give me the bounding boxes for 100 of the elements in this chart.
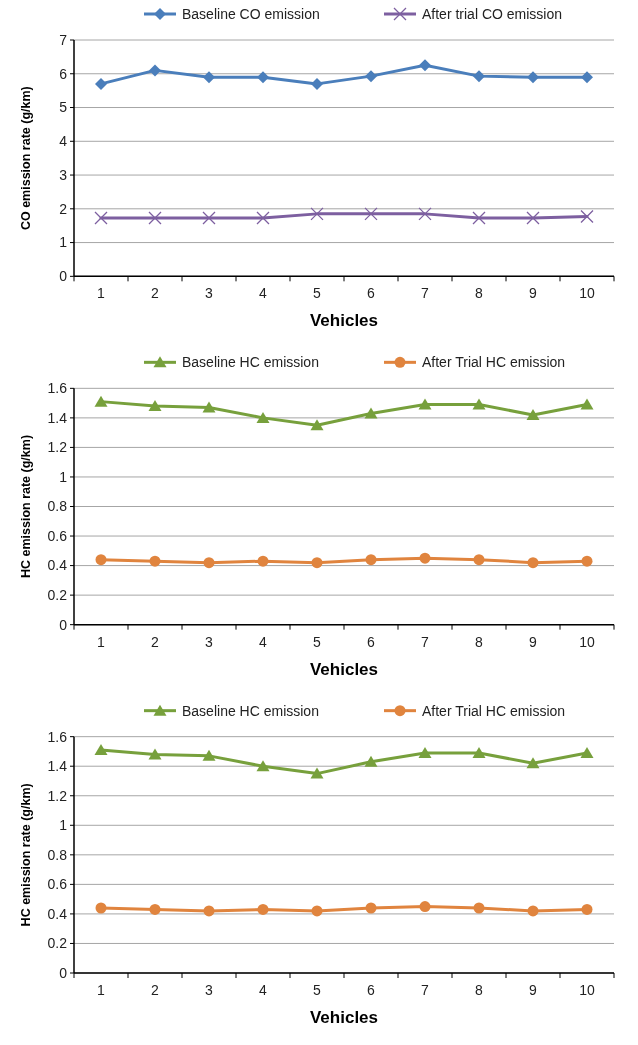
point [95, 77, 107, 90]
x-tick-label: 7 [421, 982, 430, 998]
point [472, 746, 486, 758]
point [526, 211, 540, 225]
y-tick-label: 1.2 [47, 439, 68, 456]
y-tick-label: 0.4 [47, 557, 68, 574]
y-tick-label: 1 [59, 468, 68, 485]
y-tick-label: 0.6 [47, 876, 68, 893]
point [473, 554, 485, 566]
point [202, 401, 216, 413]
point [256, 411, 270, 423]
point [149, 64, 161, 77]
y-tick-label: 0.6 [47, 527, 68, 544]
x-tick-label: 5 [313, 982, 322, 998]
x-tick-label: 10 [579, 285, 595, 302]
x-tick-label: 6 [367, 982, 376, 998]
y-tick-label: 0 [59, 268, 68, 285]
point [148, 211, 162, 225]
legend-label: After Trial HC emission [422, 702, 566, 719]
x-tick-label: 9 [529, 633, 538, 650]
y-tick-label: 1.2 [47, 787, 68, 804]
x-tick-label: 3 [205, 982, 214, 998]
y-tick-label: 1 [59, 234, 68, 251]
x-tick-label: 10 [579, 633, 595, 650]
point [310, 207, 324, 221]
y-tick-label: 0.2 [47, 935, 68, 952]
x-tick-label: 8 [475, 285, 484, 302]
point [364, 755, 378, 767]
y-tick-label: 3 [59, 166, 68, 183]
y-tick-label: 0.4 [47, 905, 68, 922]
y-tick-label: 7 [59, 31, 68, 48]
y-axis-title: HC emission rate (g/km) [19, 783, 33, 927]
y-tick-label: 0.2 [47, 587, 68, 604]
x-tick-label: 3 [205, 285, 214, 302]
point [311, 557, 323, 569]
legend-label: Baseline CO emission [182, 5, 320, 22]
y-tick-label: 0 [59, 964, 68, 981]
y-tick-label: 5 [59, 99, 68, 116]
point [148, 400, 162, 412]
point [364, 207, 378, 221]
point [473, 902, 485, 914]
point [149, 555, 161, 567]
point [257, 903, 269, 915]
point [95, 554, 107, 566]
point [94, 395, 108, 407]
point [95, 902, 107, 914]
point [472, 398, 486, 410]
x-tick-label: 2 [151, 982, 160, 998]
point [256, 760, 270, 772]
x-axis-title: Vehicles [309, 311, 379, 331]
point [365, 70, 377, 83]
point [365, 902, 377, 914]
point [203, 557, 215, 569]
y-tick-label: 1.4 [47, 758, 68, 775]
point [418, 746, 432, 758]
point [310, 419, 324, 431]
x-tick-label: 7 [421, 633, 430, 650]
point [526, 408, 540, 420]
point [527, 905, 539, 917]
point [526, 757, 540, 769]
legend-label: Baseline HC emission [182, 354, 319, 371]
point [581, 555, 593, 567]
point [94, 211, 108, 225]
y-tick-label: 2 [59, 200, 68, 217]
x-tick-label: 2 [151, 285, 160, 302]
point [364, 407, 378, 419]
point [311, 905, 323, 917]
point [94, 743, 108, 755]
point [581, 71, 593, 84]
x-tick-label: 6 [367, 285, 376, 302]
y-axis-title: HC emission rate (g/km) [19, 434, 33, 579]
x-tick-label: 9 [529, 285, 538, 302]
x-tick-label: 5 [313, 633, 322, 650]
point [527, 557, 539, 569]
legend-label: After Trial HC emission [422, 354, 566, 371]
legend-label: After trial CO emission [422, 5, 563, 22]
point [149, 903, 161, 915]
x-axis-title: Vehicles [309, 659, 379, 679]
y-tick-label: 1.6 [47, 380, 68, 397]
x-tick-label: 8 [475, 633, 484, 650]
point [419, 901, 431, 913]
y-tick-label: 0.8 [47, 846, 68, 863]
x-tick-label: 1 [97, 982, 106, 998]
point [418, 398, 432, 410]
point [203, 71, 215, 84]
x-tick-label: 9 [529, 982, 538, 998]
point [202, 749, 216, 761]
point [148, 748, 162, 760]
y-tick-label: 1.6 [47, 728, 68, 745]
point [473, 70, 485, 83]
y-tick-label: 4 [59, 133, 68, 150]
point [256, 211, 270, 225]
x-axis-title: Vehicles [309, 1008, 379, 1027]
point [581, 903, 593, 915]
x-tick-label: 5 [313, 285, 322, 302]
point [527, 71, 539, 84]
x-tick-label: 4 [259, 982, 268, 998]
point [472, 211, 486, 225]
x-tick-label: 4 [259, 285, 268, 302]
point [418, 207, 432, 221]
